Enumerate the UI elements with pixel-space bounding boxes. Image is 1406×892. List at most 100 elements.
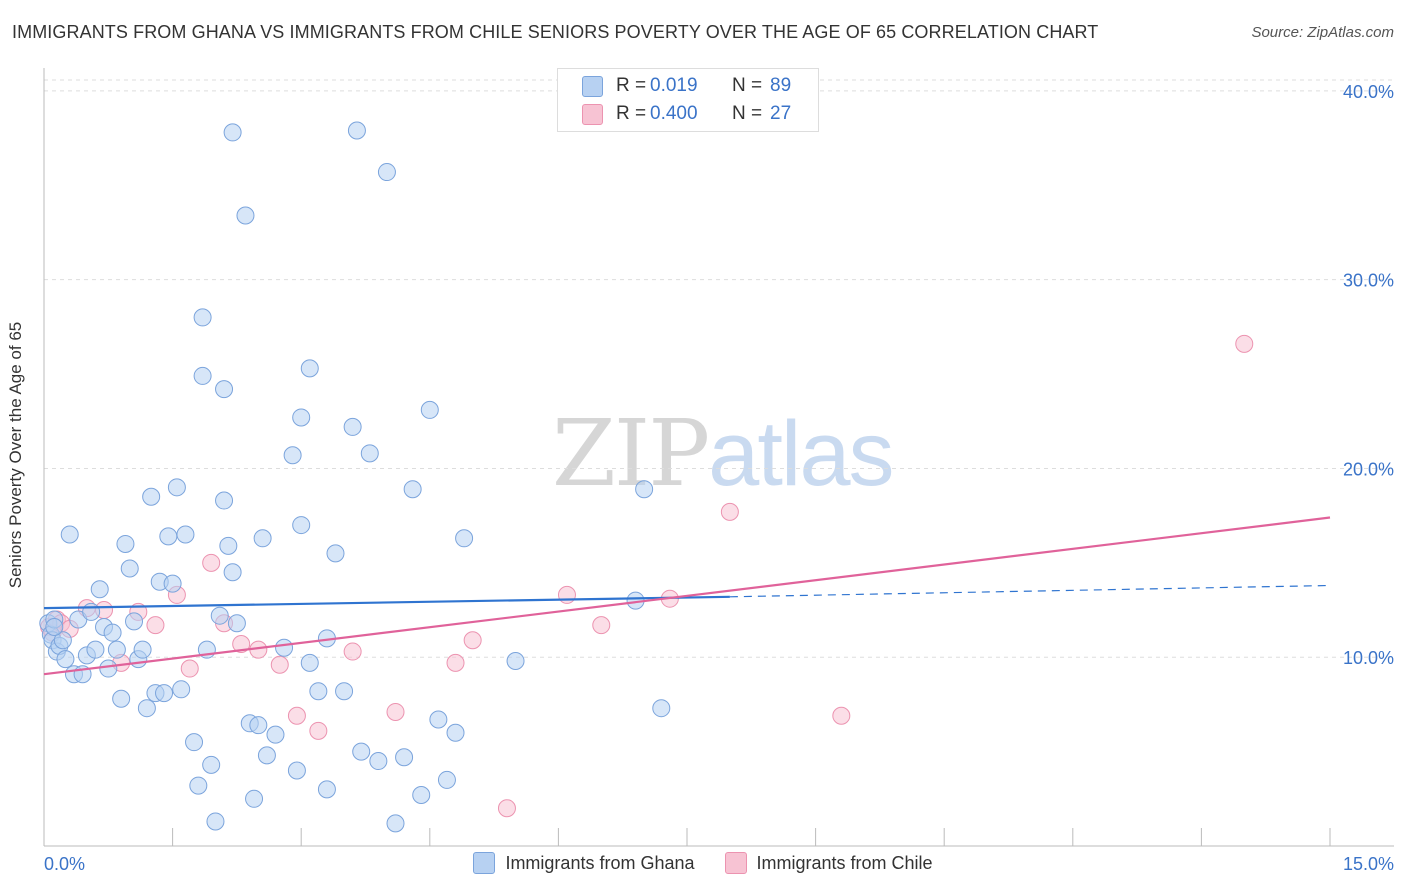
ghana-point <box>236 206 255 225</box>
ghana-point <box>159 527 178 546</box>
stats-box: R = 0.019 N = 89 R = 0.400 N = 27 <box>557 68 819 132</box>
ghana-point <box>193 308 212 327</box>
chile-point <box>446 653 465 672</box>
chile-swatch <box>582 103 603 125</box>
watermark-zip: ZIP <box>552 400 710 507</box>
r-label: R = <box>616 75 647 96</box>
y-tick-label: 20.0% <box>1343 459 1394 479</box>
ghana-point <box>283 446 302 465</box>
ghana-point <box>206 812 225 831</box>
ghana-point <box>193 366 212 385</box>
ghana-point <box>167 478 186 497</box>
ghana-trend-extension <box>729 584 1331 598</box>
ghana-point <box>326 544 345 563</box>
ghana-point <box>257 746 276 765</box>
watermark-atlas: atlas <box>708 403 894 505</box>
ghana-point <box>107 640 126 659</box>
ghana-point <box>223 563 242 582</box>
chile-point <box>146 616 165 635</box>
ghana-point <box>403 480 422 499</box>
ghana-point <box>176 525 195 544</box>
chart-title: IMMIGRANTS FROM GHANA VS IMMIGRANTS FROM… <box>12 22 1099 42</box>
y-tick-label: 30.0% <box>1343 271 1394 291</box>
chile-point <box>497 799 516 818</box>
ghana-point <box>429 710 448 729</box>
n-value: 89 <box>770 75 792 96</box>
ghana-point <box>215 491 234 510</box>
ghana-point <box>300 653 319 672</box>
ghana-point <box>245 789 264 808</box>
ghana-point <box>335 682 354 701</box>
chile-point <box>592 616 611 635</box>
ghana-point <box>125 612 144 631</box>
ghana-point <box>377 163 396 182</box>
chile-point <box>386 702 405 721</box>
ghana-point <box>172 680 191 699</box>
chile-point <box>463 631 482 650</box>
chile-point <box>270 655 289 674</box>
chile-point <box>343 642 362 661</box>
ghana-point <box>45 618 64 637</box>
x-tick-label: 15.0% <box>1343 854 1394 874</box>
ghana-point <box>103 623 122 642</box>
y-tick-label: 40.0% <box>1343 82 1394 102</box>
ghana-point <box>120 559 139 578</box>
legend: Immigrants from Ghana Immigrants from Ch… <box>0 852 1406 874</box>
ghana-point <box>185 733 204 752</box>
ghana-point <box>347 121 366 140</box>
ghana-point <box>292 516 311 535</box>
ghana-point <box>112 689 131 708</box>
y-tick-label: 10.0% <box>1343 648 1394 668</box>
chile-point <box>832 706 851 725</box>
ghana-point <box>652 699 671 718</box>
chile-point <box>180 659 199 678</box>
ghana-point <box>137 699 156 718</box>
ghana-point <box>253 529 272 548</box>
ghana-point <box>446 723 465 742</box>
chile-point <box>232 635 251 654</box>
ghana-point <box>133 640 152 659</box>
ghana-point <box>155 684 174 703</box>
n-label: N = <box>732 103 763 124</box>
ghana-point <box>287 761 306 780</box>
ghana-point <box>82 602 101 621</box>
chile-point <box>1235 334 1254 353</box>
ghana-point <box>412 786 431 805</box>
chile-trend-line <box>43 516 1331 676</box>
ghana-point <box>343 417 362 436</box>
ghana-point <box>352 742 371 761</box>
y-axis-label: Seniors Poverty Over the Age of 65 <box>6 321 25 589</box>
ghana-point <box>86 640 105 659</box>
ghana-point <box>420 400 439 419</box>
ghana-point <box>275 638 294 657</box>
ghana-point <box>215 380 234 399</box>
ghana-point <box>249 716 268 735</box>
ghana-point <box>635 480 654 499</box>
ghana-point <box>437 770 456 789</box>
ghana-point <box>219 536 238 555</box>
ghana-point <box>163 574 182 593</box>
ghana-point <box>300 359 319 378</box>
r-value: 0.400 <box>650 103 698 124</box>
chile-legend-swatch <box>724 852 747 874</box>
ghana-point <box>223 123 242 142</box>
watermark: ZIPatlas <box>552 400 895 507</box>
legend-item-chile[interactable]: Immigrants from Chile <box>724 852 933 874</box>
chile-point <box>720 502 739 521</box>
ghana-point <box>395 748 414 767</box>
legend-item-ghana[interactable]: Immigrants from Ghana <box>473 852 695 874</box>
chile-point <box>557 585 576 604</box>
r-label: R = <box>616 103 647 124</box>
ghana-point <box>60 525 79 544</box>
ghana-point <box>227 614 246 633</box>
ghana-point <box>202 755 221 774</box>
ghana-point <box>292 408 311 427</box>
legend-label-ghana: Immigrants from Ghana <box>505 852 695 873</box>
ghana-trend-line <box>43 595 730 610</box>
r-value: 0.019 <box>650 75 698 96</box>
ghana-point <box>116 534 135 553</box>
ghana-point <box>90 580 109 599</box>
ghana-legend-swatch <box>473 852 496 874</box>
ghana-point <box>317 780 336 799</box>
